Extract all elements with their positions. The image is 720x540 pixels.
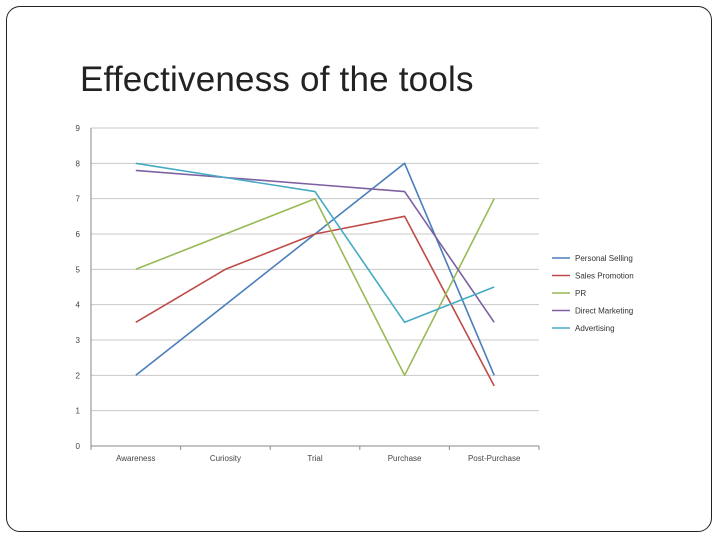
series-line-direct-marketing <box>135 169 495 323</box>
y-tick-label: 1 <box>76 407 81 416</box>
x-tick-label: Awareness <box>116 454 155 463</box>
y-tick-label: 7 <box>76 195 81 204</box>
y-tick-label: 6 <box>76 230 81 239</box>
series-lines <box>135 162 495 387</box>
gridlines <box>91 127 539 412</box>
legend-label: Advertising <box>575 324 615 333</box>
y-tick-label: 2 <box>76 371 81 380</box>
legend: Personal Selling Sales Promotion PR Direct … <box>552 254 634 333</box>
y-tick-label: 4 <box>76 301 81 310</box>
legend-label: Personal Selling <box>575 254 633 263</box>
y-tick-label: 0 <box>76 442 81 451</box>
legend-label: Direct Marketing <box>575 307 633 316</box>
y-tick-label: 3 <box>76 336 81 345</box>
y-tick-label: 5 <box>76 265 81 274</box>
legend-label: Sales Promotion <box>575 272 634 281</box>
legend-label: PR <box>575 289 586 298</box>
slide-title: Effectiveness of the tools <box>80 60 474 99</box>
y-tick-label: 8 <box>76 159 81 168</box>
x-tick-label: Purchase <box>388 454 422 463</box>
series-line-pr <box>135 197 495 377</box>
x-tick-label: Post-Purchase <box>468 454 521 463</box>
axes: 0 1 2 3 4 5 6 7 8 9 Awareness Curiosity Trial Purchas… <box>76 124 540 463</box>
x-tick-label: Trial <box>307 454 322 463</box>
y-tick-label: 9 <box>76 124 81 133</box>
slide-frame <box>6 6 712 532</box>
x-tick-label: Curiosity <box>210 454 241 463</box>
series-line-advertising <box>135 162 495 324</box>
series-line-sales-promotion <box>135 215 495 387</box>
